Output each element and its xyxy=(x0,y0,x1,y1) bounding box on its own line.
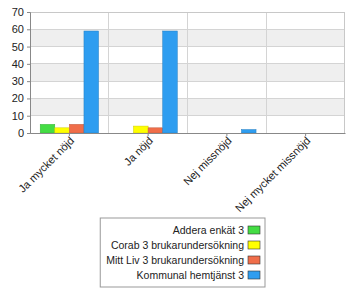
bars xyxy=(40,31,256,133)
y-tick-mark xyxy=(27,64,30,65)
y-tick-mark xyxy=(27,116,30,117)
category-separator xyxy=(187,12,188,133)
bar xyxy=(291,133,306,134)
y-tick-label: 60 xyxy=(12,23,24,35)
y-tick: 20 xyxy=(12,92,30,104)
bar xyxy=(320,133,335,134)
y-tick: 50 xyxy=(12,41,30,53)
bar xyxy=(276,133,291,134)
y-tick: 40 xyxy=(12,58,30,70)
y-axis-line xyxy=(27,13,31,134)
y-tick-mark xyxy=(27,12,30,13)
y-tick-mark xyxy=(27,81,30,82)
y-tick: 0 xyxy=(18,127,30,139)
legend: Addera enkät 3 Corab 3 brukarundersökning… xyxy=(100,218,265,287)
x-tick: Nej missnöjd xyxy=(181,133,234,187)
y-tick-label: 40 xyxy=(12,58,24,70)
y-tick-label: 10 xyxy=(12,110,24,122)
bar xyxy=(119,133,134,134)
bar xyxy=(148,128,163,133)
bar xyxy=(55,128,70,133)
bar xyxy=(306,133,321,134)
y-tick-mark xyxy=(27,133,30,134)
x-tick-label: Ja mycket nöjd xyxy=(16,134,76,194)
y-tick: 30 xyxy=(12,75,30,87)
x-axis: Ja mycket nöjd Ja nöjd Nej missnöjdNej myc… xyxy=(16,133,346,214)
bar xyxy=(227,133,242,134)
legend-swatch xyxy=(248,226,260,234)
x-tick: Ja mycket nöjd xyxy=(16,133,76,195)
y-tick: 10 xyxy=(12,110,30,122)
legend-label: Addera enkät 3 xyxy=(173,224,244,236)
x-tick: Nej mycket missnöjd xyxy=(233,133,313,214)
legend-box xyxy=(100,218,265,287)
x-axis-line xyxy=(31,133,346,134)
y-tick-label: 0 xyxy=(18,127,24,139)
legend-swatch xyxy=(248,256,260,264)
y-axis: 0 10 20 30 40 50 60 70 xyxy=(12,6,31,139)
bar xyxy=(212,133,227,134)
x-tick-label: Nej missnöjd xyxy=(181,134,234,187)
y-tick-label: 50 xyxy=(12,41,24,53)
plot-background xyxy=(30,12,345,133)
bar xyxy=(241,130,256,133)
y-tick: 60 xyxy=(12,23,30,35)
bar xyxy=(84,31,99,133)
y-tick-mark xyxy=(27,98,30,99)
x-tick: Ja nöjd xyxy=(122,133,156,168)
legend-label: Mitt Liv 3 brukarundersökning xyxy=(106,254,244,266)
legend-label: Corab 3 brukarundersökning xyxy=(111,239,244,251)
bar xyxy=(40,124,55,133)
y-tick-label: 30 xyxy=(12,75,24,87)
y-tick: 70 xyxy=(12,6,30,18)
y-tick-label: 70 xyxy=(12,6,24,18)
category-separator xyxy=(266,12,267,133)
plot-frame xyxy=(31,13,345,134)
legend-swatch xyxy=(248,241,260,249)
x-tick-label: Nej mycket missnöjd xyxy=(233,134,313,214)
legend-swatch xyxy=(248,271,260,279)
bar xyxy=(198,133,213,134)
x-tick-label: Ja nöjd xyxy=(122,134,156,168)
chart: 0 10 20 30 40 50 60 70 Ja mycket nöjd Ja nöjd Nej … xyxy=(0,0,350,300)
category-separator xyxy=(108,12,109,133)
bar xyxy=(163,31,178,133)
bar xyxy=(69,124,84,133)
legend-label: Kommunal hemtjänst 3 xyxy=(137,269,245,281)
y-tick-label: 20 xyxy=(12,92,24,104)
bar xyxy=(134,126,149,133)
y-tick-mark xyxy=(27,47,30,48)
y-tick-mark xyxy=(27,29,30,30)
